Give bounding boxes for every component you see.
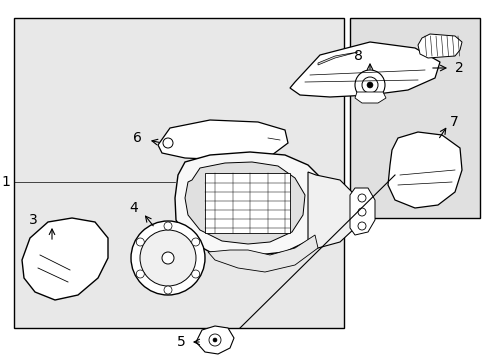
- Circle shape: [361, 77, 377, 93]
- Text: 6: 6: [133, 131, 142, 145]
- Text: 3: 3: [29, 213, 38, 227]
- Text: 1: 1: [1, 175, 10, 189]
- Polygon shape: [417, 34, 461, 58]
- Polygon shape: [207, 235, 317, 272]
- Circle shape: [163, 222, 172, 230]
- Polygon shape: [307, 172, 357, 248]
- Text: 5: 5: [177, 335, 185, 349]
- Polygon shape: [354, 92, 385, 103]
- Circle shape: [162, 252, 174, 264]
- Circle shape: [136, 270, 144, 278]
- Circle shape: [131, 221, 204, 295]
- Circle shape: [357, 208, 365, 216]
- Bar: [349, 18, 479, 218]
- Bar: [14, 18, 343, 328]
- Polygon shape: [175, 152, 327, 256]
- Circle shape: [357, 222, 365, 230]
- Polygon shape: [196, 326, 234, 354]
- Polygon shape: [317, 52, 357, 65]
- Circle shape: [354, 70, 384, 100]
- Text: 4: 4: [129, 201, 138, 215]
- Circle shape: [163, 286, 172, 294]
- Text: 8: 8: [353, 49, 362, 63]
- Circle shape: [213, 338, 217, 342]
- Circle shape: [140, 230, 196, 286]
- Circle shape: [357, 194, 365, 202]
- Polygon shape: [349, 188, 374, 235]
- Circle shape: [366, 82, 372, 88]
- Text: 2: 2: [454, 61, 463, 75]
- Polygon shape: [289, 42, 439, 97]
- Circle shape: [163, 138, 173, 148]
- Circle shape: [136, 238, 144, 246]
- Circle shape: [191, 270, 199, 278]
- Circle shape: [208, 334, 221, 346]
- Polygon shape: [184, 162, 305, 244]
- Bar: [204, 173, 289, 233]
- Polygon shape: [387, 132, 461, 208]
- Text: 7: 7: [449, 115, 458, 129]
- Polygon shape: [22, 218, 108, 300]
- Polygon shape: [158, 120, 287, 160]
- Circle shape: [191, 238, 199, 246]
